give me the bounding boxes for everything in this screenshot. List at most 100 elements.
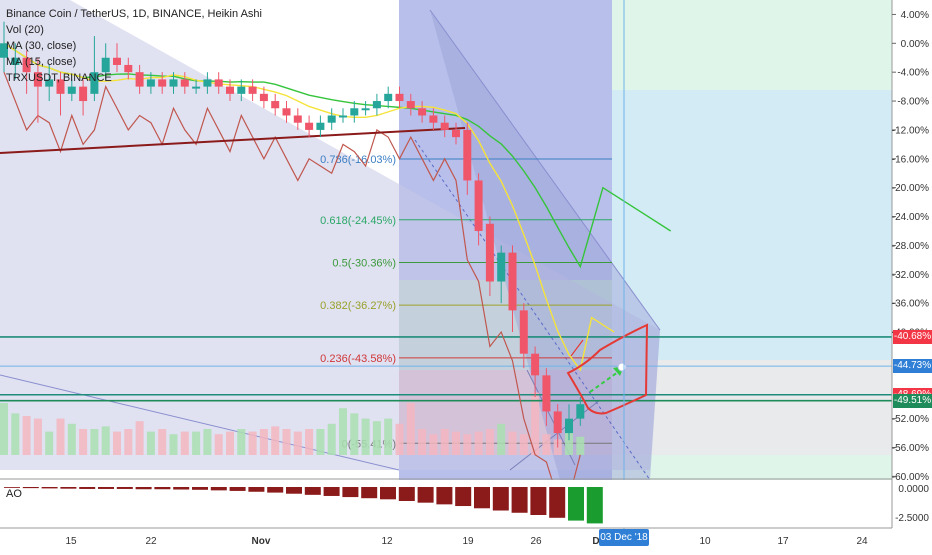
ao-bar xyxy=(116,487,133,489)
candle-body xyxy=(531,353,540,376)
legend-ma30[interactable]: MA (30, close) xyxy=(6,40,77,52)
candle-body xyxy=(452,129,460,138)
candle-body xyxy=(22,57,31,73)
descending-channel xyxy=(430,10,660,480)
price-badge: -49.51% xyxy=(893,393,932,408)
candle-body xyxy=(429,115,438,123)
legend-ma15[interactable]: MA (15, close) xyxy=(6,56,77,68)
ao-bar xyxy=(474,487,490,509)
ao-bar xyxy=(436,487,453,505)
price-tick-label: -32.00% xyxy=(892,270,929,281)
ao-bar xyxy=(417,487,434,503)
volume-bars xyxy=(0,392,585,455)
target-arrow[interactable] xyxy=(589,371,619,393)
volume-bar xyxy=(169,434,178,455)
fib-retracement[interactable]: 0.786(-16.03%) 0.618(-24.45%) 0.5(-30.36%)… xyxy=(320,154,612,450)
ao-bar xyxy=(210,487,227,491)
candle-body xyxy=(79,86,88,102)
ao-bar xyxy=(60,487,77,489)
price-badge: -40.68% xyxy=(893,329,932,344)
candle-body xyxy=(203,79,212,87)
price-tick-label: -16.00% xyxy=(892,154,929,165)
volume-bar xyxy=(22,416,31,455)
volume-bar xyxy=(90,429,99,455)
time-tick-label: 10 xyxy=(699,536,711,547)
channel-support-line xyxy=(509,399,601,471)
ao-bar xyxy=(492,487,509,511)
price-tick-label: -56.00% xyxy=(892,443,929,454)
candle-body xyxy=(463,129,472,181)
candle-body xyxy=(214,79,223,87)
volume-bar xyxy=(406,403,415,455)
volume-bar xyxy=(463,434,472,455)
candle-body xyxy=(384,93,393,102)
volume-bar xyxy=(316,429,325,455)
price-tick-label: -24.00% xyxy=(892,212,929,223)
pattern-spike-line xyxy=(570,339,584,357)
legend-compare[interactable]: TRXUSDT, BINANCE xyxy=(6,72,112,84)
volume-bar xyxy=(259,429,268,455)
volume-bar xyxy=(203,429,212,455)
candle-body xyxy=(395,93,404,102)
candle-body xyxy=(474,180,483,231)
legend-volume[interactable]: Vol (20) xyxy=(6,24,44,36)
trend-line[interactable] xyxy=(0,127,466,154)
price-tick-label: -52.00% xyxy=(892,414,929,425)
volume-bar xyxy=(113,431,121,455)
candle-body xyxy=(248,86,257,94)
ao-tick-label: 0.0000 xyxy=(898,484,929,495)
volume-bar xyxy=(293,431,302,455)
ao-histogram xyxy=(4,487,603,524)
falling-wedge xyxy=(0,0,660,470)
volume-bar xyxy=(124,429,133,455)
candle-body xyxy=(519,310,528,354)
time-axis[interactable]: 15 22 Nov 12 19 26 D 10 17 24 xyxy=(65,536,868,547)
volume-bar xyxy=(327,423,336,455)
candle-body xyxy=(113,57,121,65)
volume-bar xyxy=(508,431,517,455)
ao-legend[interactable]: AO xyxy=(6,488,22,500)
horizontal-levels[interactable] xyxy=(0,336,892,402)
candle-body xyxy=(259,93,268,102)
volume-bar xyxy=(452,431,460,455)
price-tick-label: -28.00% xyxy=(892,241,929,252)
ao-bar xyxy=(154,487,171,490)
price-tick-label: -8.00% xyxy=(897,97,929,108)
candle-body xyxy=(282,108,291,116)
volume-bar xyxy=(565,431,573,455)
candle-body xyxy=(180,79,189,87)
candle-body xyxy=(350,108,359,116)
ao-bar xyxy=(380,487,396,500)
time-tick-label: 24 xyxy=(856,536,868,547)
volume-bar xyxy=(282,429,291,455)
ao-bar xyxy=(511,487,528,513)
ao-bar xyxy=(267,487,284,493)
volume-bar xyxy=(158,429,167,455)
ao-bar xyxy=(98,487,114,489)
ma-15-line xyxy=(3,42,615,372)
fib-level-label: 0.5(-30.36%) xyxy=(332,257,396,269)
projection-pattern-shape[interactable] xyxy=(566,323,649,415)
ao-bar xyxy=(586,487,603,524)
volume-bar xyxy=(67,423,76,455)
candle-body xyxy=(327,115,336,123)
ao-bar xyxy=(286,487,302,494)
candle-body xyxy=(542,375,551,412)
time-tick-label: 12 xyxy=(381,536,393,547)
volume-bar xyxy=(79,429,88,455)
ao-bar xyxy=(4,487,20,488)
gray-zone xyxy=(612,360,892,455)
candle-body xyxy=(339,115,347,118)
volume-bar xyxy=(135,421,144,455)
candle-body xyxy=(33,72,42,87)
volume-bar xyxy=(474,431,483,455)
volume-bar xyxy=(350,413,359,455)
price-tick-label: 0.00% xyxy=(901,39,929,50)
ao-bar xyxy=(22,487,39,489)
volume-bar xyxy=(372,421,381,455)
volume-bar xyxy=(271,426,280,455)
ao-bar xyxy=(323,487,340,496)
volume-bar xyxy=(339,408,347,455)
